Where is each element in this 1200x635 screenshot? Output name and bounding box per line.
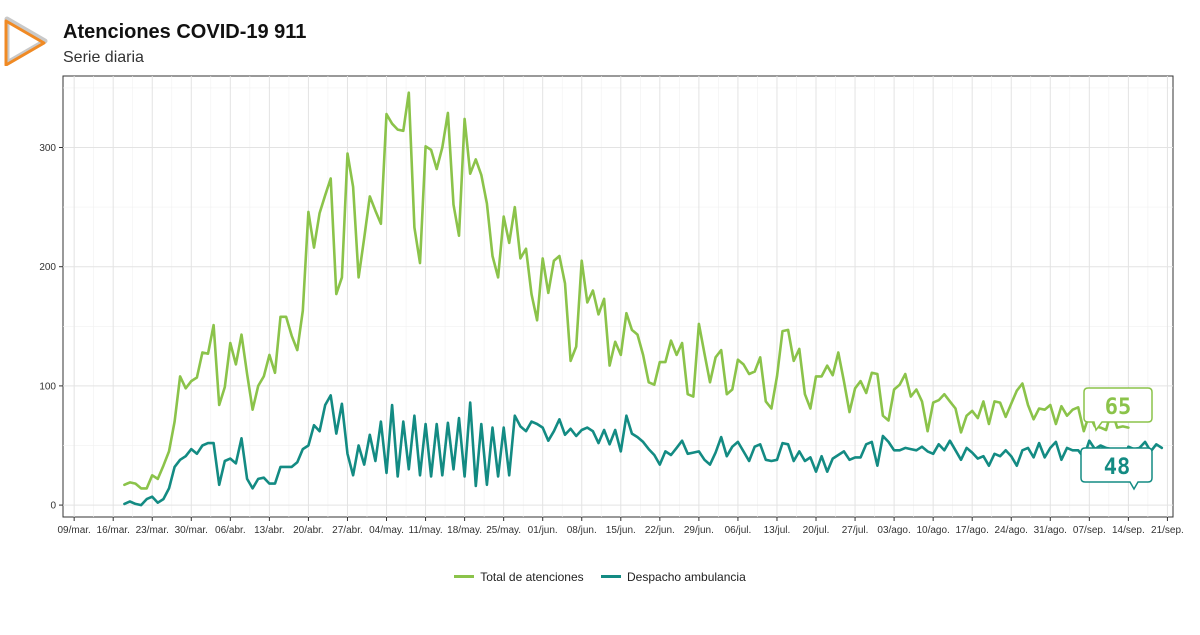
y-tick-label: 0 <box>50 501 56 512</box>
x-tick-label: 20/jul. <box>803 525 830 536</box>
x-axis: 09/mar. 16/mar. 23/mar. 30/mar. 06/abr. 13/ab… <box>57 517 1184 536</box>
x-tick-label: 16/mar. <box>97 525 130 536</box>
legend: Total de atenciones Despacho ambulancia <box>0 567 1200 584</box>
legend-item-ambulancia: Despacho ambulancia <box>601 570 746 584</box>
legend-label-total: Total de atenciones <box>480 569 584 584</box>
x-tick-label: 27/abr. <box>332 525 363 536</box>
series-line-total <box>123 91 1130 490</box>
y-axis: 0 100 200 300 <box>39 143 63 512</box>
x-tick-label: 18/may. <box>447 525 482 536</box>
x-tick-label: 23/mar. <box>136 525 169 536</box>
legend-label-ambulancia: Despacho ambulancia <box>627 569 746 584</box>
x-tick-label: 13/jul. <box>764 525 791 536</box>
callout-total-value: 65 <box>1105 395 1132 420</box>
y-tick-label: 100 <box>39 381 56 392</box>
legend-swatch-ambulancia <box>601 575 621 578</box>
x-tick-label: 11/may. <box>409 525 443 536</box>
x-tick-label: 04/may. <box>369 525 404 536</box>
x-tick-label: 14/sep. <box>1112 525 1145 536</box>
callout-ambulancia: 48 <box>1080 447 1153 491</box>
x-tick-label: 13/abr. <box>254 525 285 536</box>
x-tick-label: 30/mar. <box>175 525 208 536</box>
x-tick-label: 10/ago. <box>916 525 949 536</box>
x-tick-label: 20/abr. <box>293 525 324 536</box>
x-tick-label: 17/ago. <box>956 525 989 536</box>
x-tick-label: 15/jun. <box>606 525 636 536</box>
series-line-ambulancia <box>123 394 1164 507</box>
x-tick-label: 29/jun. <box>684 525 714 536</box>
brand-logo-icon <box>4 16 48 66</box>
x-tick-label: 09/mar. <box>57 525 90 536</box>
callout-ambulancia-value: 48 <box>1104 455 1131 480</box>
x-tick-label: 03/ago. <box>877 525 910 536</box>
x-tick-label: 31/ago. <box>1034 525 1067 536</box>
x-tick-label: 25/may. <box>486 525 521 536</box>
legend-item-total: Total de atenciones <box>454 569 584 584</box>
x-tick-label: 08/jun. <box>567 525 597 536</box>
callout-total: 65 <box>1083 387 1153 432</box>
x-tick-label: 06/jul. <box>725 525 752 536</box>
x-tick-label: 24/ago. <box>995 525 1028 536</box>
legend-swatch-total <box>454 575 475 578</box>
chart-subtitle: Serie diaria <box>63 49 144 66</box>
series-layer <box>123 91 1164 507</box>
x-tick-label: 21/sep. <box>1151 525 1184 536</box>
chart-title: Atenciones COVID-19 911 <box>63 21 307 43</box>
y-tick-label: 300 <box>39 143 56 154</box>
y-tick-label: 200 <box>39 262 56 273</box>
x-tick-label: 27/jul. <box>842 525 869 536</box>
x-tick-label: 22/jun. <box>645 525 675 536</box>
x-tick-label: 01/jun. <box>528 525 558 536</box>
x-tick-label: 07/sep. <box>1073 525 1106 536</box>
x-tick-label: 06/abr. <box>215 525 246 536</box>
